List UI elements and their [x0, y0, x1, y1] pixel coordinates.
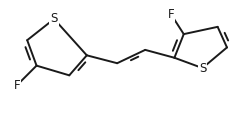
Text: S: S [50, 13, 58, 25]
Text: S: S [199, 62, 206, 75]
Text: F: F [14, 78, 21, 92]
Text: F: F [168, 8, 174, 21]
